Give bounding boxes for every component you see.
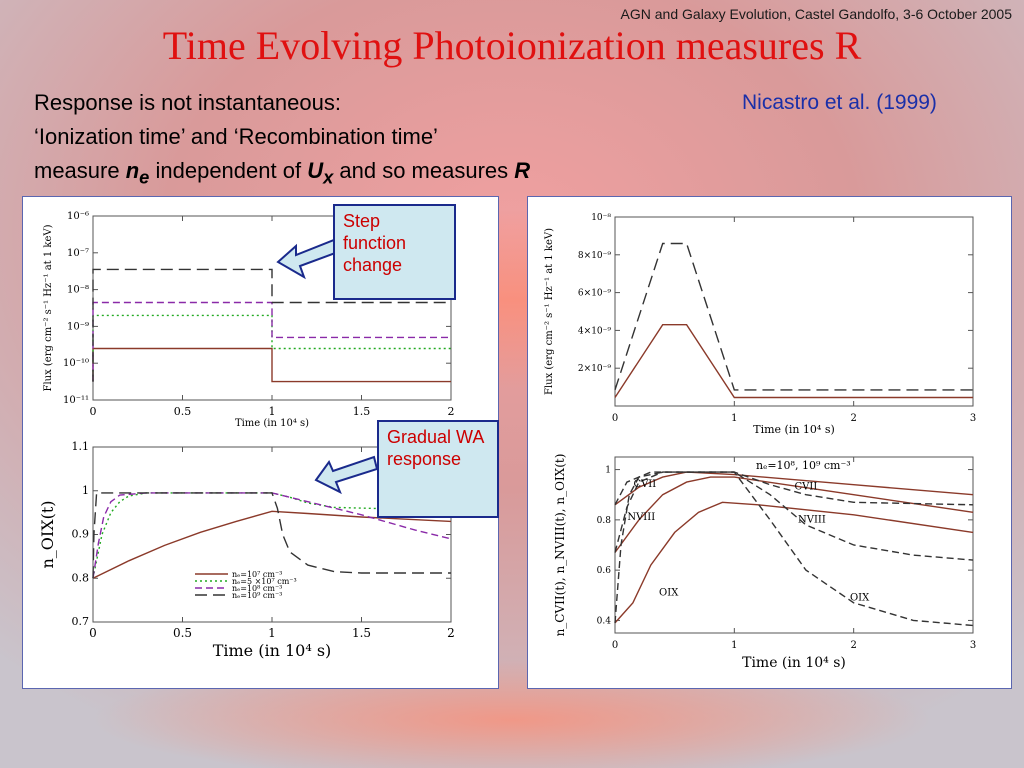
y-tick-label: 10⁻⁶ <box>67 211 89 222</box>
series-line <box>92 492 451 579</box>
ne-symbol: ne <box>125 158 150 188</box>
x-tick-label: 3 <box>970 640 976 651</box>
ux-symbol: Ux <box>307 158 334 188</box>
series-line <box>92 492 452 579</box>
step-function-callout: Step function change <box>333 204 456 300</box>
y-tick-label: 0.8 <box>72 571 90 584</box>
x-tick-label: 2 <box>448 405 455 418</box>
y-tick-label: 0.4 <box>597 616 612 626</box>
ion-label: OIX <box>850 592 870 603</box>
gradual-response-callout: Gradual WA response <box>377 420 499 518</box>
text-measure: measure <box>34 158 120 183</box>
y-axis-label: n_OIX(t) <box>38 500 57 568</box>
series-line <box>614 501 974 624</box>
flux-ramp-chart: 0 1 2 3 2×10⁻⁹ 4×10⁻⁹ 6×10⁻⁹ 8×10⁻⁹ 10⁻⁸ Time (in… <box>544 213 976 436</box>
x-tick-label: 1 <box>731 413 737 424</box>
text-line-3: measure ne independent of Ux and so meas… <box>34 154 530 194</box>
ion-label: CVII <box>633 479 656 490</box>
figure-panel-right: 0 1 2 3 2×10⁻⁹ 4×10⁻⁹ 6×10⁻⁹ 8×10⁻⁹ 10⁻⁸ Time (in… <box>527 196 1012 689</box>
y-tick-label: 0.9 <box>72 528 90 541</box>
ion-fraction-chart: 0 1 2 3 0.4 0.6 0.8 1 Time (in 10⁴ s) n_CVII(t), … <box>553 454 976 671</box>
y-tick-label: 0.8 <box>597 516 612 526</box>
x-tick-label: 2 <box>447 626 455 640</box>
y-axis-label: Flux (erg cm⁻² s⁻¹ Hz⁻¹ at 1 keV) <box>544 228 555 395</box>
y-tick-label: 10⁻⁷ <box>67 248 89 259</box>
text-so-measures: and so measures <box>333 158 515 183</box>
series-line <box>614 471 974 506</box>
text-line-1: Response is not instantaneous: <box>34 90 341 115</box>
series-line <box>614 242 973 391</box>
y-tick-label: 0.6 <box>597 566 612 576</box>
slide-text: Response is not instantaneous: ‘Ionizati… <box>34 86 530 194</box>
r-symbol: R <box>514 158 531 183</box>
series-line <box>92 314 451 382</box>
legend-label: nₑ=5 ×10⁷ cm⁻³ <box>232 577 297 586</box>
y-tick-label: 4×10⁻⁹ <box>578 326 611 336</box>
x-tick-label: 1.5 <box>353 405 371 418</box>
y-tick-label: 8×10⁻⁹ <box>578 251 611 261</box>
ion-label: NVIII <box>627 512 655 523</box>
x-tick-label: 0 <box>612 640 618 651</box>
y-tick-label: 1.1 <box>72 440 90 453</box>
legend-label: nₑ=10⁹ cm⁻³ <box>232 591 282 600</box>
oix-response-chart: 0 0.5 1 1.5 2 0.7 0.8 0.9 1 1.1 Time (in 10⁴ s) n_O… <box>38 440 455 660</box>
y-tick-label: 6×10⁻⁹ <box>578 289 611 299</box>
x-tick-label: 1 <box>269 405 276 418</box>
y-axis-label: n_CVII(t), n_NVIII(t), n_OIX(t) <box>553 454 567 637</box>
y-tick-label: 0.7 <box>72 615 90 628</box>
x-tick-label: 2 <box>850 413 856 424</box>
x-tick-label: 0 <box>612 413 618 424</box>
reference-citation: Nicastro et al. (1999) <box>742 91 937 114</box>
series-line <box>614 323 973 399</box>
flux-step-chart: 0 0.5 1 1.5 2 10⁻¹¹ 10⁻¹⁰ 10⁻⁹ 10⁻⁸ 10⁻⁷ 10⁻⁶ Time … <box>43 211 455 429</box>
y-tick-label: 10⁻⁸ <box>67 285 89 296</box>
series-line <box>614 471 974 627</box>
legend-label: nₑ=10⁸ cm⁻³ <box>232 584 282 593</box>
x-tick-label: 3 <box>970 413 976 424</box>
y-tick-label: 1 <box>605 466 611 476</box>
x-axis-label: Time (in 10⁴ s) <box>235 418 309 429</box>
y-tick-label: 10⁻¹⁰ <box>63 358 89 369</box>
plot-frame <box>614 216 974 407</box>
x-axis-label: Time (in 10⁴ s) <box>213 641 332 660</box>
x-tick-label: 1 <box>268 626 276 640</box>
y-axis-label: Flux (erg cm⁻² s⁻¹ Hz⁻¹ at 1 keV) <box>43 224 54 391</box>
legend-label: nₑ=10⁷ cm⁻³ <box>232 570 282 579</box>
series-line <box>614 471 974 561</box>
x-tick-label: 0 <box>89 626 97 640</box>
x-tick-label: 2 <box>850 640 856 651</box>
y-tick-label: 10⁻⁸ <box>591 213 611 223</box>
density-annotation: nₑ=10⁸, 10⁹ cm⁻³ <box>756 459 851 472</box>
y-tick-label: 10⁻¹¹ <box>63 395 89 406</box>
x-axis-label: Time (in 10⁴ s) <box>742 655 846 671</box>
ion-label: CVII <box>795 482 818 493</box>
slide-title: Time Evolving Photoionization measures R <box>162 23 862 68</box>
series-line <box>92 510 452 579</box>
plot-frame <box>614 456 974 634</box>
ion-label: NVIII <box>798 514 826 525</box>
series-line <box>92 268 451 382</box>
y-tick-label: 1 <box>82 484 89 497</box>
y-tick-label: 2×10⁻⁹ <box>578 364 611 374</box>
ion-label: OIX <box>659 587 679 598</box>
x-tick-label: 0 <box>90 405 97 418</box>
x-tick-label: 0.5 <box>173 626 192 640</box>
series-line <box>92 347 451 383</box>
x-axis-label: Time (in 10⁴ s) <box>753 423 835 436</box>
text-line-2: ‘Ionization time’ and ‘Recombination tim… <box>34 124 438 149</box>
x-tick-label: 1.5 <box>352 626 371 640</box>
series-line <box>614 476 974 553</box>
x-tick-label: 0.5 <box>174 405 192 418</box>
conference-header: AGN and Galaxy Evolution, Castel Gandolf… <box>620 6 1012 22</box>
y-tick-label: 10⁻⁹ <box>67 321 89 332</box>
x-tick-label: 1 <box>731 640 737 651</box>
text-independent: independent of <box>149 158 308 183</box>
